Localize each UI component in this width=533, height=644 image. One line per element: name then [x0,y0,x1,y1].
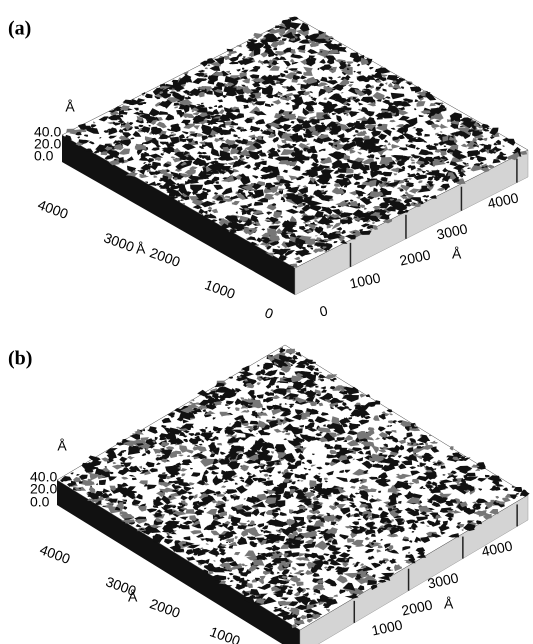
x-tick-label: 4000 [36,196,71,222]
x-tick-label: 1000 [208,623,243,644]
x-tick-label: 2000 [148,595,183,621]
x-tick-label: 2000 [148,244,183,270]
panel-label: (b) [8,348,32,370]
y-tick-label: 2000 [398,246,432,268]
panel-label: (a) [8,18,31,40]
y-tick-label: 1000 [348,269,382,291]
x-axis-unit: Å [128,589,138,605]
surface-texture [99,480,106,485]
y-tick-label: 3000 [435,220,469,242]
y-tick-label: 1000 [370,616,404,638]
z-axis-unit: Å [65,99,75,115]
y-axis-unit: Å [444,596,454,612]
y-tick-label: 2000 [400,596,434,618]
surface-texture [262,88,273,95]
x-tick-label: 3000 [102,229,137,255]
y-tick-label: 0 [318,302,329,319]
z-axis-unit: Å [57,438,67,454]
x-tick-label: 1000 [203,276,238,302]
z-tick-label: 0.0 [34,148,54,164]
figure: (a)Å40.020.00.040003000200010000Å0100020… [0,0,533,644]
x-tick-label: 0 [263,304,276,322]
surface-texture [301,413,310,417]
y-axis-unit: Å [452,246,462,262]
surface-texture [472,130,480,136]
x-tick-label: 4000 [38,541,73,567]
surface-texture [499,501,505,504]
z-tick-label: 0.0 [30,494,50,510]
surface-texture [203,119,207,122]
surface-texture [160,135,168,139]
x-axis-unit: Å [136,241,146,257]
surface-texture [121,462,126,464]
